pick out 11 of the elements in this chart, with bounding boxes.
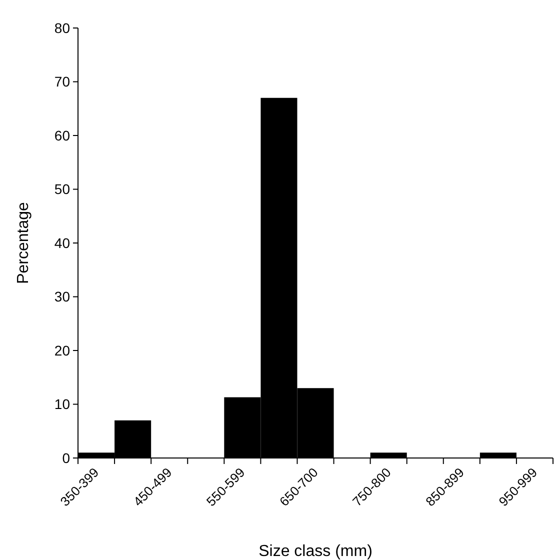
y-tick-label: 20 <box>54 342 70 358</box>
y-tick-label: 30 <box>54 288 70 305</box>
y-tick-label: 80 <box>54 20 70 36</box>
y-tick-label: 70 <box>54 74 70 90</box>
y-tick-label: 50 <box>54 181 70 198</box>
y-tick-label: 40 <box>54 234 70 251</box>
x-axis-title: Size class (mm) <box>258 543 372 560</box>
y-tick-label: 0 <box>62 450 70 466</box>
y-axis-title: Percentage <box>15 202 32 284</box>
y-tick-label: 10 <box>54 396 70 412</box>
y-tick-label: 60 <box>54 127 70 144</box>
